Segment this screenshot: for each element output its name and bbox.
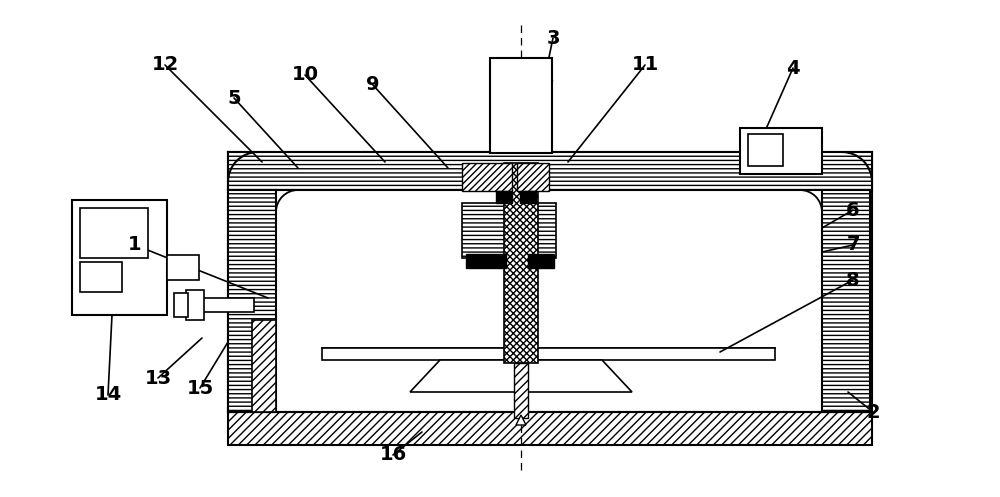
Bar	[504, 163, 538, 363]
Bar	[322, 348, 775, 360]
Bar	[466, 254, 506, 268]
Bar	[748, 134, 783, 166]
Bar	[740, 128, 822, 174]
Text: 3: 3	[546, 28, 560, 48]
Polygon shape	[410, 360, 632, 392]
Polygon shape	[516, 415, 526, 425]
Bar	[822, 190, 870, 412]
Text: 14: 14	[94, 386, 122, 405]
Text: 11: 11	[631, 56, 659, 75]
Text: 7: 7	[846, 236, 860, 254]
Text: 10: 10	[292, 66, 318, 84]
Text: 16: 16	[379, 445, 407, 465]
Bar	[526, 203, 556, 258]
Text: 4: 4	[786, 59, 800, 78]
Text: 1: 1	[128, 236, 142, 254]
Bar	[252, 320, 276, 412]
Bar	[228, 412, 872, 445]
Bar	[186, 290, 204, 320]
Bar	[490, 58, 552, 153]
Text: 15: 15	[186, 379, 214, 398]
Text: 2: 2	[866, 403, 880, 421]
Bar	[517, 163, 549, 191]
Bar	[167, 255, 199, 280]
Text: 8: 8	[846, 270, 860, 289]
Bar	[462, 163, 512, 191]
Bar	[80, 262, 122, 292]
Bar	[72, 200, 167, 315]
Bar	[514, 363, 528, 418]
Text: 13: 13	[144, 368, 172, 388]
Bar	[228, 190, 276, 412]
Bar	[228, 152, 872, 190]
Text: 9: 9	[366, 76, 380, 94]
Bar	[520, 191, 536, 203]
Bar	[462, 203, 512, 258]
Text: 12: 12	[151, 56, 179, 75]
Bar	[200, 298, 254, 312]
Bar	[80, 208, 148, 258]
Bar	[528, 254, 554, 268]
Bar	[496, 191, 512, 203]
Text: 6: 6	[846, 200, 860, 220]
Text: 5: 5	[227, 88, 241, 107]
Bar	[174, 293, 188, 317]
